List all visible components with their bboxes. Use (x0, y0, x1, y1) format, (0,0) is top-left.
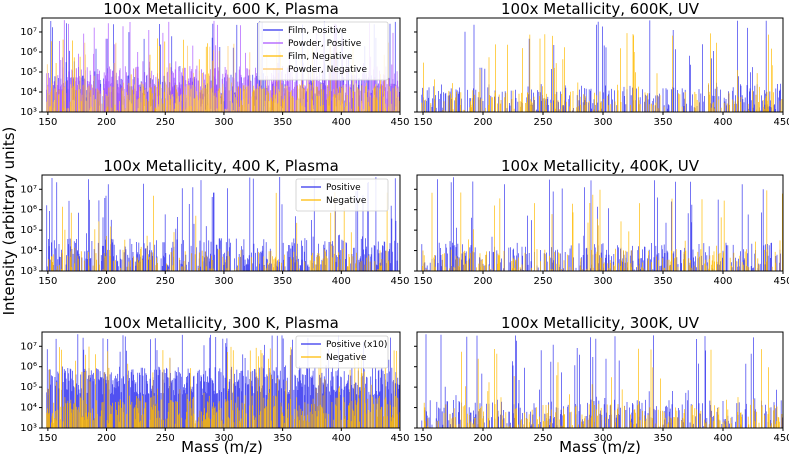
panel-frame (41, 174, 401, 272)
panel-frame (416, 17, 784, 113)
x-tick-label: 250 (156, 117, 175, 128)
x-tick-label: 300 (214, 433, 233, 444)
x-tick-label: 150 (413, 276, 432, 287)
legend-label: Positive (x10) (326, 340, 387, 350)
y-tick-label: 10⁴ (20, 246, 37, 257)
x-tick-label: 150 (38, 117, 57, 128)
x-tick-label: 350 (653, 433, 672, 444)
x-tick-label: 250 (156, 433, 175, 444)
y-tick-label: 10⁶ (20, 362, 37, 373)
x-tick-label: 200 (473, 117, 492, 128)
series-negative-line (422, 189, 783, 271)
series-positive-line (421, 20, 781, 112)
x-tick-label: 450 (773, 117, 789, 128)
panel-1: 100x Metallicity, 600 K, Plasma 150 200 250… (20, 0, 409, 128)
y-tick-label: 10⁶ (20, 47, 37, 58)
x-tick-label: 150 (413, 433, 432, 444)
x-tick-label: 400 (332, 117, 351, 128)
x-tick-label: 200 (473, 433, 492, 444)
y-tick-label: 10⁴ (20, 403, 37, 414)
x-tick-label: 450 (773, 433, 789, 444)
x-tick-label: 300 (214, 276, 233, 287)
y-tick-label: 10⁵ (20, 67, 37, 78)
panel-frame (416, 331, 784, 429)
x-tick-label: 350 (273, 276, 292, 287)
x-tick-label: 350 (653, 276, 672, 287)
x-tick-label: 150 (413, 117, 432, 128)
x-tick-label: 350 (653, 117, 672, 128)
y-tick-label: 10⁷ (20, 27, 37, 38)
panel-title: 100x Metallicity, 300 K, Plasma (103, 314, 339, 332)
panel-title: 100x Metallicity, 400 K, Plasma (103, 157, 339, 175)
legend-box (257, 21, 389, 81)
x-tick-label: 200 (97, 276, 116, 287)
x-tick-label: 450 (773, 276, 789, 287)
x-tick-label: 150 (38, 276, 57, 287)
series-negative-line (421, 33, 783, 112)
panel-title: 100x Metallicity, 600 K, Plasma (103, 0, 339, 18)
legend-label: Negative (326, 353, 367, 363)
x-tick-label: 300 (593, 276, 612, 287)
y-tick-label: 10⁴ (20, 87, 37, 98)
figure-ylabel: Intensity (arbitrary units) (0, 127, 18, 316)
series-negative-line (48, 192, 390, 271)
y-tick-label: 10³ (20, 266, 37, 277)
x-tick-label: 250 (533, 117, 552, 128)
x-tick-label: 200 (97, 117, 116, 128)
y-tick-label: 10³ (20, 423, 37, 434)
x-tick-label: 400 (713, 117, 732, 128)
panel-4: 100x Metallicity, 400K, UV 150 200 250 300 35… (413, 157, 789, 287)
panel-frame (41, 331, 401, 429)
legend-label: Positive (326, 183, 361, 193)
x-tick-label: 200 (97, 433, 116, 444)
x-tick-label: 450 (390, 117, 409, 128)
panel-title: 100x Metallicity, 600K, UV (501, 0, 700, 18)
x-tick-label: 350 (273, 117, 292, 128)
x-tick-label: 450 (390, 276, 409, 287)
panel-2: 100x Metallicity, 600K, UV 150 200 250 300 35… (413, 0, 789, 128)
legend-label: Negative (326, 196, 367, 206)
x-tick-label: 300 (593, 433, 612, 444)
panel-title: 100x Metallicity, 400K, UV (501, 157, 700, 175)
panel-title: 100x Metallicity, 300K, UV (501, 314, 700, 332)
legend-label: Powder, Negative (288, 65, 367, 75)
y-tick-label: 10⁷ (20, 341, 37, 352)
x-tick-label: 300 (593, 117, 612, 128)
x-tick-label: 200 (473, 276, 492, 287)
series-powder-negative-line (46, 42, 400, 112)
y-tick-label: 10³ (20, 107, 37, 118)
x-tick-label: 250 (533, 276, 552, 287)
x-tick-label: 400 (332, 433, 351, 444)
x-tick-label: 450 (390, 433, 409, 444)
panel-6: 100x Metallicity, 300K, UV 150 200 250 300 35… (413, 314, 789, 444)
x-tick-label: 400 (713, 433, 732, 444)
x-tick-label: 400 (332, 276, 351, 287)
legend-label: Film, Positive (288, 26, 347, 36)
x-tick-label: 250 (156, 276, 175, 287)
legend-label: Powder, Positive (288, 39, 362, 49)
series-positive-line (421, 177, 781, 271)
panel-5: 100x Metallicity, 300 K, Plasma 150 200 250… (20, 314, 409, 444)
x-tick-label: 300 (214, 117, 233, 128)
panel-frame (41, 17, 401, 113)
y-tick-label: 10⁵ (20, 382, 37, 393)
series-negative-line (423, 348, 783, 428)
panel-3: 100x Metallicity, 400 K, Plasma 150 200 250… (20, 157, 409, 287)
x-tick-label: 250 (533, 433, 552, 444)
y-tick-label: 10⁶ (20, 205, 37, 216)
series-negative-line (46, 346, 400, 428)
series-positive-line (421, 334, 783, 428)
y-tick-label: 10⁷ (20, 184, 37, 195)
y-tick-label: 10⁵ (20, 225, 37, 236)
figure-xlabel-right: Mass (m/z) (559, 438, 641, 456)
x-tick-label: 400 (713, 276, 732, 287)
figure-xlabel-left: Mass (m/z) (181, 438, 263, 456)
legend-label: Film, Negative (288, 52, 353, 62)
x-tick-label: 150 (38, 433, 57, 444)
x-tick-label: 350 (273, 433, 292, 444)
panel-frame (416, 174, 784, 272)
